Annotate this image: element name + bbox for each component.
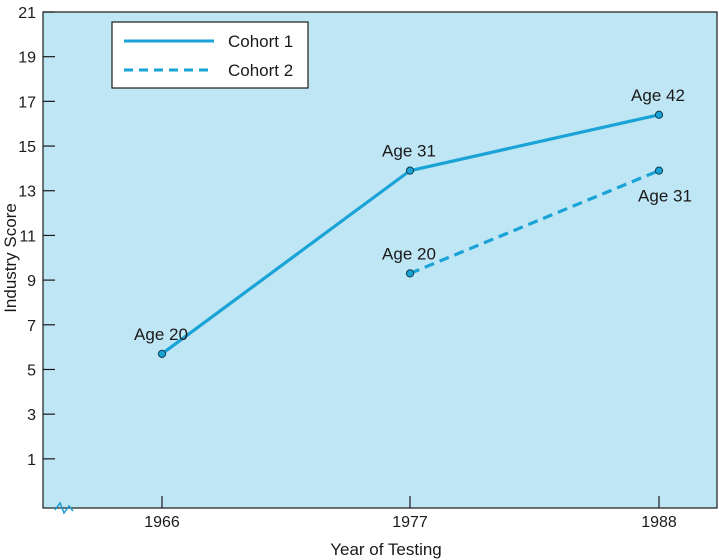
point-labels: Age 20 Age 31 Age 42 Age 20 Age 31: [134, 86, 692, 344]
y-axis-title: Industry Score: [1, 203, 20, 313]
point-label-cohort-1: Age 42: [631, 86, 685, 105]
legend-box: [111, 21, 309, 89]
x-axis: 1966 1977 1988: [54, 496, 677, 531]
y-tick-label: 7: [27, 318, 36, 335]
x-tick-label: 1966: [144, 514, 180, 531]
data-point-cohort-1: [654, 110, 664, 119]
y-tick-label: 3: [27, 407, 36, 424]
data-point-cohort-1: [405, 166, 415, 175]
series-layer: [157, 110, 664, 358]
y-tick-label: 5: [27, 362, 36, 379]
x-tick-label: 1977: [392, 514, 428, 531]
data-point-cohort-1: [157, 349, 167, 358]
x-axis-title: Year of Testing: [330, 540, 442, 559]
series-line-cohort-2: [409, 169, 660, 275]
data-point-cohort-2: [654, 166, 664, 175]
point-label-cohort-2: Age 31: [638, 187, 692, 206]
y-tick-label: 17: [18, 94, 36, 111]
x-tick-label: 1988: [641, 514, 677, 531]
point-label-cohort-1: Age 31: [382, 142, 436, 161]
y-tick-label: 11: [19, 228, 36, 245]
y-tick-label: 9: [27, 273, 36, 290]
legend-label-cohort-1: Cohort 1: [228, 32, 293, 51]
point-label-cohort-2: Age 20: [382, 244, 436, 263]
y-tick-label: 19: [18, 50, 36, 67]
plot-area: [42, 11, 718, 509]
y-tick-label: 21: [18, 5, 36, 22]
y-tick-label: 13: [18, 184, 36, 201]
point-label-cohort-1: Age 20: [134, 325, 188, 344]
legend: Cohort 1 Cohort 2: [111, 21, 309, 89]
y-tick-label: 1: [27, 452, 36, 469]
y-tick-label: 15: [18, 139, 36, 156]
axis-break-icon: [54, 501, 74, 515]
data-point-cohort-2: [405, 269, 415, 278]
legend-label-cohort-2: Cohort 2: [228, 61, 293, 80]
